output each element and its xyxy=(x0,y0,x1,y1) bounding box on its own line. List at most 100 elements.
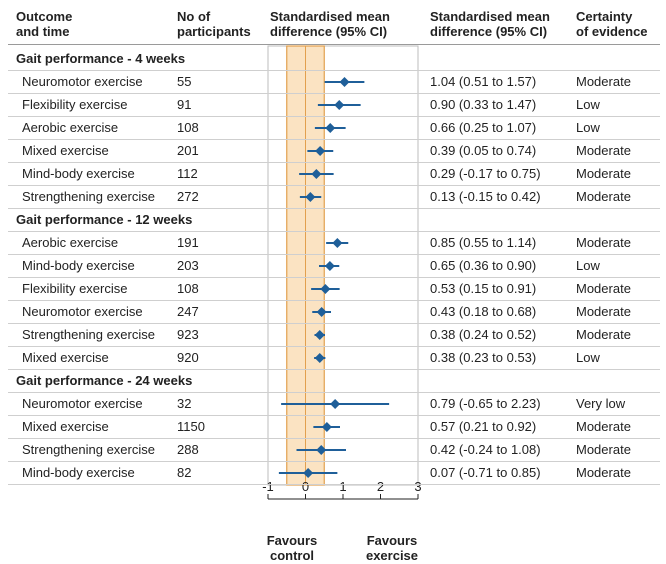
row-certainty: Moderate xyxy=(576,281,631,296)
row-participants: 55 xyxy=(177,74,192,89)
header-participants-line-1: No of xyxy=(177,9,211,24)
row-divider xyxy=(8,70,660,71)
point-estimate-marker xyxy=(316,307,327,317)
row-divider xyxy=(8,231,660,232)
row-smd-ci-text: 0.38 (0.24 to 0.52) xyxy=(430,327,537,342)
point-estimate-marker xyxy=(315,146,326,156)
x-tick-label: 1 xyxy=(339,479,346,494)
row-certainty: Moderate xyxy=(576,74,631,89)
row-participants: 108 xyxy=(177,281,199,296)
point-estimate-marker xyxy=(330,399,341,409)
point-estimate-marker xyxy=(320,284,331,294)
row-participants: 288 xyxy=(177,442,199,457)
row-outcome-label: Neuromotor exercise xyxy=(22,74,143,89)
header-participants-line-2: participants xyxy=(177,24,251,39)
row-outcome-label: Mind-body exercise xyxy=(22,258,135,273)
header-outcome-line-1: Outcome xyxy=(16,9,73,24)
row-participants: 201 xyxy=(177,143,199,158)
row-divider xyxy=(8,461,660,462)
row-outcome-label: Mixed exercise xyxy=(22,419,109,434)
header-smd-text-line-1: Standardised mean xyxy=(430,9,550,24)
row-certainty: Moderate xyxy=(576,143,631,158)
row-smd-ci-text: 0.85 (0.55 to 1.14) xyxy=(430,235,537,250)
point-estimate-marker xyxy=(314,353,325,363)
row-outcome-label: Flexibility exercise xyxy=(22,97,128,112)
row-outcome-label: Aerobic exercise xyxy=(22,120,119,135)
row-certainty: Moderate xyxy=(576,235,631,250)
row-outcome-label: Mixed exercise xyxy=(22,350,109,365)
row-certainty: Moderate xyxy=(576,442,631,457)
row-smd-ci-text: 0.79 (-0.65 to 2.23) xyxy=(430,396,541,411)
point-estimate-marker xyxy=(321,422,332,432)
header-smd-plot: Standardised mean difference (95% CI) xyxy=(270,9,390,39)
row-divider xyxy=(8,484,660,485)
row-divider xyxy=(8,116,660,117)
row-outcome-label: Mind-body exercise xyxy=(22,465,135,480)
row-participants: 91 xyxy=(177,97,192,112)
point-estimate-marker xyxy=(332,238,343,248)
row-participants: 1150 xyxy=(177,419,205,434)
point-estimate-marker xyxy=(339,77,350,87)
row-smd-ci-text: 0.07 (-0.71 to 0.85) xyxy=(430,465,541,480)
row-participants: 272 xyxy=(177,189,199,204)
row-participants: 920 xyxy=(177,350,199,365)
row-certainty: Moderate xyxy=(576,189,631,204)
group-title: Gait performance - 24 weeks xyxy=(16,373,193,388)
row-smd-ci-text: 0.38 (0.23 to 0.53) xyxy=(430,350,537,365)
header-divider xyxy=(8,44,660,45)
point-estimate-marker xyxy=(314,330,325,340)
row-certainty: Moderate xyxy=(576,166,631,181)
row-smd-ci-text: 0.57 (0.21 to 0.92) xyxy=(430,419,537,434)
row-participants: 82 xyxy=(177,465,192,480)
row-participants: 923 xyxy=(177,327,199,342)
x-tick-label: 3 xyxy=(414,479,421,494)
row-certainty: Moderate xyxy=(576,327,631,342)
header-certainty-line-1: Certainty xyxy=(576,9,633,24)
row-certainty: Low xyxy=(576,258,600,273)
row-certainty: Moderate xyxy=(576,465,631,480)
row-participants: 32 xyxy=(177,396,192,411)
row-divider xyxy=(8,438,660,439)
row-certainty: Very low xyxy=(576,396,626,411)
point-estimate-marker xyxy=(334,100,345,110)
row-participants: 203 xyxy=(177,258,199,273)
row-smd-ci-text: 0.66 (0.25 to 1.07) xyxy=(430,120,537,135)
favours-control-label: Favours control xyxy=(252,533,332,563)
row-participants: 108 xyxy=(177,120,199,135)
row-divider xyxy=(8,323,660,324)
x-tick-label: -1 xyxy=(262,479,274,494)
row-outcome-label: Strengthening exercise xyxy=(22,189,155,204)
point-estimate-marker xyxy=(305,192,316,202)
row-smd-ci-text: 0.39 (0.05 to 0.74) xyxy=(430,143,537,158)
row-divider xyxy=(8,346,660,347)
row-outcome-label: Strengthening exercise xyxy=(22,442,155,457)
row-smd-ci-text: 0.53 (0.15 to 0.91) xyxy=(430,281,537,296)
row-divider xyxy=(8,254,660,255)
row-divider xyxy=(8,369,660,370)
row-certainty: Low xyxy=(576,120,600,135)
group-title: Gait performance - 12 weeks xyxy=(16,212,193,227)
row-smd-ci-text: 0.90 (0.33 to 1.47) xyxy=(430,97,537,112)
row-divider xyxy=(8,208,660,209)
header-certainty: Certainty of evidence xyxy=(576,9,648,39)
row-smd-ci-text: 1.04 (0.51 to 1.57) xyxy=(430,74,537,89)
header-participants: No of participants xyxy=(177,9,251,39)
group-title: Gait performance - 4 weeks xyxy=(16,51,186,66)
row-divider xyxy=(8,93,660,94)
row-smd-ci-text: 0.43 (0.18 to 0.68) xyxy=(430,304,537,319)
point-estimate-marker xyxy=(316,445,327,455)
row-smd-ci-text: 0.29 (-0.17 to 0.75) xyxy=(430,166,541,181)
header-outcome: Outcome and time xyxy=(16,9,72,39)
header-smd-text: Standardised mean difference (95% CI) xyxy=(430,9,550,39)
row-outcome-label: Flexibility exercise xyxy=(22,281,128,296)
favours-exercise-label: Favours exercise xyxy=(352,533,432,563)
row-divider xyxy=(8,185,660,186)
row-participants: 247 xyxy=(177,304,199,319)
row-outcome-label: Mind-body exercise xyxy=(22,166,135,181)
favours-exercise-line-2: exercise xyxy=(365,548,419,563)
header-outcome-line-2: and time xyxy=(16,24,70,39)
header-smd-text-line-2: difference (95% CI) xyxy=(430,24,548,39)
row-outcome-label: Strengthening exercise xyxy=(22,327,155,342)
row-divider xyxy=(8,415,660,416)
header-smd-plot-line-2: difference (95% CI) xyxy=(270,24,388,39)
